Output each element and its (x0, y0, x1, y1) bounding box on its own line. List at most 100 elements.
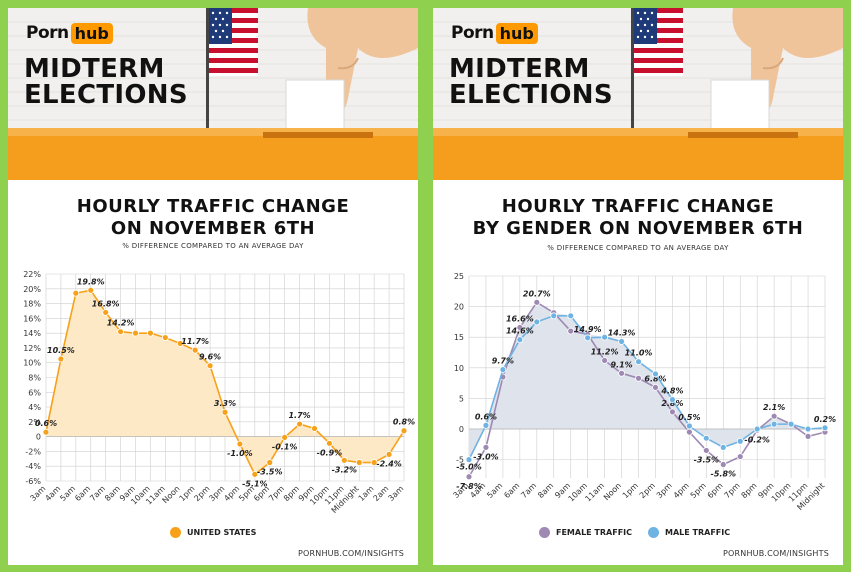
data-point (87, 286, 95, 294)
y-tick-label: -2% (25, 447, 41, 456)
x-tick-label: 3pm (207, 484, 226, 503)
y-tick-label: 25 (454, 272, 464, 281)
us-traffic-chart: -6% -4% -2% 0 2% 4% 6% 8% 10% 12% 14% 16% 18% 20% 22% 3… (23, 270, 415, 515)
y-tick-label: 22% (23, 270, 41, 279)
x-tick-label: 4pm (672, 481, 691, 500)
data-point (102, 309, 110, 316)
source-credit: PORNHUB.COM/INSIGHTS (722, 549, 829, 558)
x-tick-label: 8am (103, 484, 122, 503)
y-tick-label: 16% (23, 314, 41, 323)
data-point (117, 328, 124, 336)
x-tick-label: 5am (58, 484, 77, 503)
data-point (635, 374, 642, 382)
data-label: 11.2% (591, 347, 619, 356)
data-point (326, 439, 333, 447)
brand-logo-porn: Porn (26, 23, 69, 43)
data-point (385, 450, 393, 458)
x-tick-label: 8am (536, 481, 555, 500)
data-label: 20.7% (523, 289, 551, 298)
data-point (618, 369, 625, 377)
data-point (702, 434, 710, 442)
data-point (370, 459, 378, 466)
data-label: -5.1% (242, 479, 268, 488)
x-tick-label: 7am (88, 484, 107, 503)
american-flag-icon (631, 8, 683, 128)
data-point (685, 428, 693, 436)
data-point (719, 461, 727, 468)
y-tick-label: 0 (36, 433, 41, 442)
y-tick-label: 10 (454, 364, 464, 373)
data-label: 0.2% (814, 415, 836, 424)
x-tick-label: Noon (602, 481, 623, 502)
data-label: 9.1% (610, 360, 632, 369)
banner-title-line1: MIDTERM (24, 54, 165, 84)
banner-title-line2: ELECTIONS (24, 80, 188, 110)
data-label: 16.6% (506, 314, 534, 323)
data-point (736, 437, 744, 445)
banner-title: MIDTERM ELECTIONS (24, 56, 188, 108)
data-label: -2.4% (376, 459, 402, 468)
data-label: 0.6% (475, 412, 497, 421)
data-point (482, 421, 490, 429)
y-tick-label: 20% (23, 285, 41, 294)
data-label: 1.7% (288, 411, 310, 420)
legend-label-female: FEMALE TRAFFIC (556, 528, 633, 537)
data-point (821, 424, 829, 432)
x-tick-label: 4am (43, 484, 62, 503)
chart-legend: FEMALE TRAFFIC MALE TRAFFIC (539, 527, 730, 538)
chart-title-line1: HOURLY TRAFFIC CHANGE (501, 196, 775, 217)
data-label: 3.3% (214, 399, 236, 408)
y-tick-label: 10% (23, 359, 41, 368)
data-point (652, 384, 659, 391)
brand-logo-porn: Porn (451, 23, 494, 43)
data-point (804, 432, 812, 440)
infographic-panel-gender: Porn hub MIDTERM ELECTIONS HOURLY TRAFFI… (433, 8, 843, 565)
y-tick-label: 6% (28, 388, 41, 397)
x-tick-label: 8pm (282, 484, 301, 503)
data-point (72, 289, 80, 297)
data-point (176, 340, 184, 347)
data-point (132, 329, 139, 337)
x-tick-label: 5am (485, 481, 504, 500)
x-tick-label: 1am (357, 484, 376, 503)
data-point (635, 358, 642, 366)
data-point (311, 425, 318, 432)
brand-logo-hub: hub (495, 22, 538, 44)
data-point (770, 420, 778, 428)
chart-subtitle: % DIFFERENCE COMPARED TO AN AVERAGE DAY (547, 244, 729, 252)
data-label: 14.3% (608, 328, 636, 337)
data-label: 16.8% (92, 299, 120, 308)
x-tick-label: 6am (73, 484, 92, 503)
ballot-illustration (8, 8, 418, 180)
banner: Porn hub MIDTERM ELECTIONS (8, 8, 418, 180)
series-line-0 (468, 301, 826, 478)
data-label: -3.2% (332, 465, 358, 474)
y-tick-label: 4% (28, 403, 41, 412)
ballot-box-icon (433, 128, 843, 180)
data-point (669, 408, 676, 416)
x-tick-label: 7am (519, 481, 538, 500)
legend-swatch-female (539, 527, 550, 538)
x-tick-label: 6am (502, 481, 521, 500)
data-point (465, 473, 473, 481)
ballot-illustration (433, 8, 843, 180)
infographic-panel-us: Porn hub MIDTERM ELECTIONS HOURLY TRAFFI… (8, 8, 418, 565)
data-point (601, 357, 609, 364)
data-point (652, 370, 659, 378)
y-tick-label: 12% (23, 344, 41, 353)
data-point (753, 425, 761, 433)
x-tick-label: 7pm (267, 484, 286, 503)
data-label: 4.8% (660, 387, 683, 396)
ballot-box-icon (8, 128, 418, 180)
data-point (281, 433, 289, 441)
x-tick-label: 2pm (638, 481, 657, 500)
y-tick-label: 15 (454, 333, 464, 342)
chart-title: HOURLY TRAFFIC CHANGE ON NOVEMBER 6TH (8, 196, 418, 240)
data-point (533, 318, 541, 326)
data-point (516, 336, 524, 344)
data-label: 2.8% (661, 399, 683, 408)
brand-logo-hub: hub (70, 22, 113, 44)
data-point (340, 456, 348, 464)
data-point (702, 447, 710, 454)
x-tick-label: 4pm (222, 484, 241, 503)
